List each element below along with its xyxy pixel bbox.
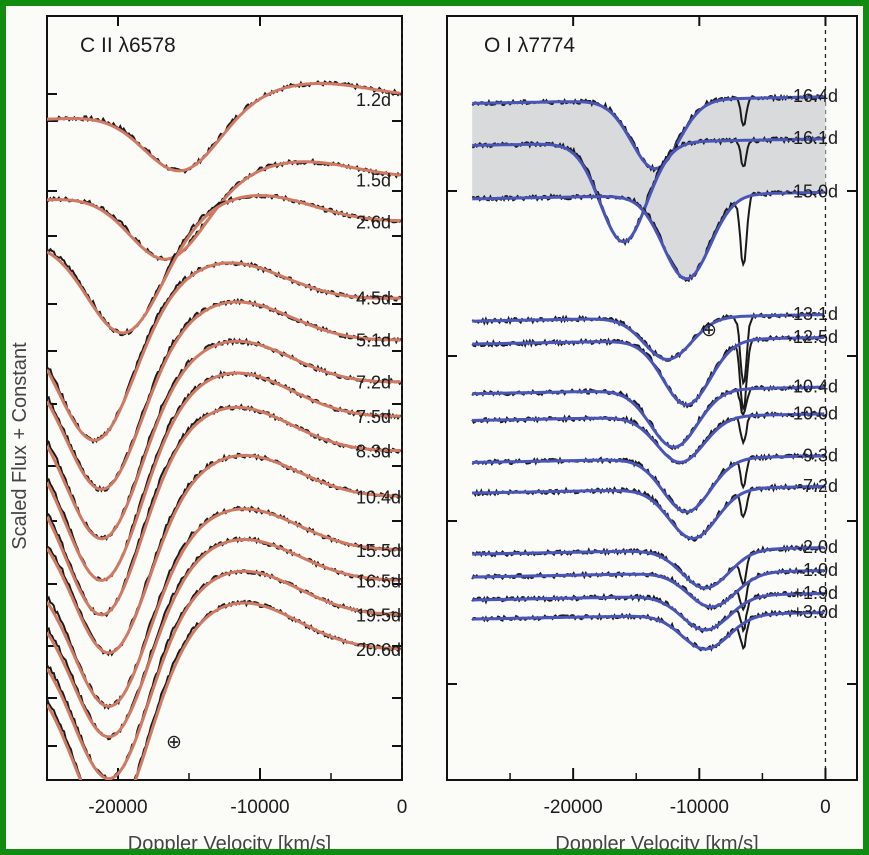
- model-spectrum: [472, 190, 825, 281]
- epoch-label: 15.5d: [356, 541, 401, 561]
- observed-spectrum: [471, 383, 826, 451]
- epoch-label: 1.5d: [356, 170, 391, 190]
- model-spectrum: [47, 261, 401, 442]
- x-tick-label: -20000: [544, 797, 603, 818]
- x-axis-title: Doppler Velocity [km/s]: [555, 833, 758, 849]
- epoch-label: -7.2d: [797, 476, 838, 496]
- y-axis-title: Scaled Flux + Constant: [9, 342, 31, 550]
- x-tick-label: 0: [397, 797, 408, 818]
- epoch-label: -1.0d: [797, 560, 838, 580]
- model-spectrum: [47, 193, 401, 335]
- epoch-label: -16.1d: [787, 128, 838, 148]
- observed-spectrum: [47, 80, 402, 174]
- observed-spectrum: [47, 569, 402, 780]
- x-tick-label: -20000: [88, 797, 147, 818]
- figure-canvas: Scaled Flux + Constant C II λ6578 -20000 -…: [9, 15, 858, 849]
- epoch-label: -10.4d: [787, 377, 838, 397]
- epoch-label: -10.0d: [787, 403, 838, 423]
- epoch-label: 16.5d: [356, 571, 401, 591]
- model-spectrum: [47, 453, 401, 655]
- model-spectrum: [472, 137, 825, 244]
- observed-spectrum: [47, 369, 402, 582]
- x-axis-title: Doppler Velocity [km/s]: [128, 833, 331, 849]
- model-spectrum: [472, 546, 825, 590]
- epoch-label: 20.6d: [356, 640, 401, 660]
- model-spectrum: [472, 454, 825, 514]
- epoch-label: +1.9d: [792, 583, 838, 603]
- telluric-symbol: ⊕: [166, 732, 182, 753]
- model-spectrum: [47, 371, 401, 583]
- telluric-symbol: ⊕: [701, 320, 717, 341]
- panel-frame: [46, 15, 403, 781]
- observed-spectrum: [47, 599, 402, 780]
- panel-oxygen: O I λ7774 -20000 -10000 0 Doppler Velocity […: [446, 15, 858, 849]
- epoch-label: -15.0d: [787, 182, 838, 202]
- x-tick-label: -10000: [230, 797, 289, 818]
- epoch-label: 8.3d: [356, 441, 391, 461]
- panel-title: C II λ6578: [80, 34, 176, 57]
- model-spectrum: [47, 538, 401, 739]
- x-tick-label: 0: [820, 797, 831, 818]
- panel-carbon: C II λ6578 -20000 -10000 0 Doppler Velocity …: [46, 15, 408, 849]
- x-tick-label: -10000: [670, 797, 729, 818]
- model-spectrum: [472, 313, 825, 361]
- model-spectrum: [472, 412, 825, 464]
- model-spectrum: [472, 385, 825, 449]
- observed-spectrum: [47, 452, 402, 657]
- panel-title: O I λ7774: [484, 34, 575, 57]
- model-spectrum: [47, 405, 401, 617]
- epoch-label: 7.5d: [356, 407, 391, 427]
- observed-spectrum: [47, 259, 402, 445]
- observed-spectrum: [47, 535, 402, 741]
- model-spectrum: [47, 81, 401, 173]
- epoch-label: 2.6d: [356, 212, 391, 232]
- model-spectrum: [47, 507, 401, 708]
- epoch-label: 19.5d: [356, 606, 401, 626]
- epoch-label: -13.1d: [787, 304, 838, 324]
- model-spectrum: [472, 611, 825, 651]
- epoch-label: -16.4d: [787, 86, 838, 106]
- spectra-group: [471, 93, 826, 652]
- epoch-label: 7.2d: [356, 373, 391, 393]
- epoch-label: 5.1d: [356, 331, 391, 351]
- model-spectrum: [47, 300, 401, 491]
- observed-spectrum: [47, 297, 402, 493]
- model-spectrum: [47, 160, 401, 261]
- epoch-label: +3.0d: [792, 602, 838, 622]
- model-spectrum: [472, 569, 825, 609]
- figure-frame: Scaled Flux + Constant C II λ6578 -20000 -…: [6, 6, 863, 849]
- epoch-label: 4.5d: [356, 289, 391, 309]
- epoch-label: -9.3d: [797, 445, 838, 465]
- model-spectrum: [472, 591, 825, 632]
- shaded-band: [472, 96, 826, 279]
- epoch-label: -2.0d: [797, 537, 838, 557]
- model-spectrum: [472, 336, 825, 407]
- model-spectrum: [47, 339, 401, 541]
- epoch-label: 10.4d: [356, 487, 401, 507]
- model-spectrum: [47, 569, 401, 780]
- model-spectrum: [472, 485, 825, 541]
- model-spectrum: [472, 95, 825, 171]
- epoch-label: -12.5d: [787, 327, 838, 347]
- panel-frame: [446, 15, 858, 781]
- epoch-label: 1.2d: [356, 90, 391, 110]
- spectra-group: [47, 80, 402, 780]
- model-spectrum: [47, 601, 401, 780]
